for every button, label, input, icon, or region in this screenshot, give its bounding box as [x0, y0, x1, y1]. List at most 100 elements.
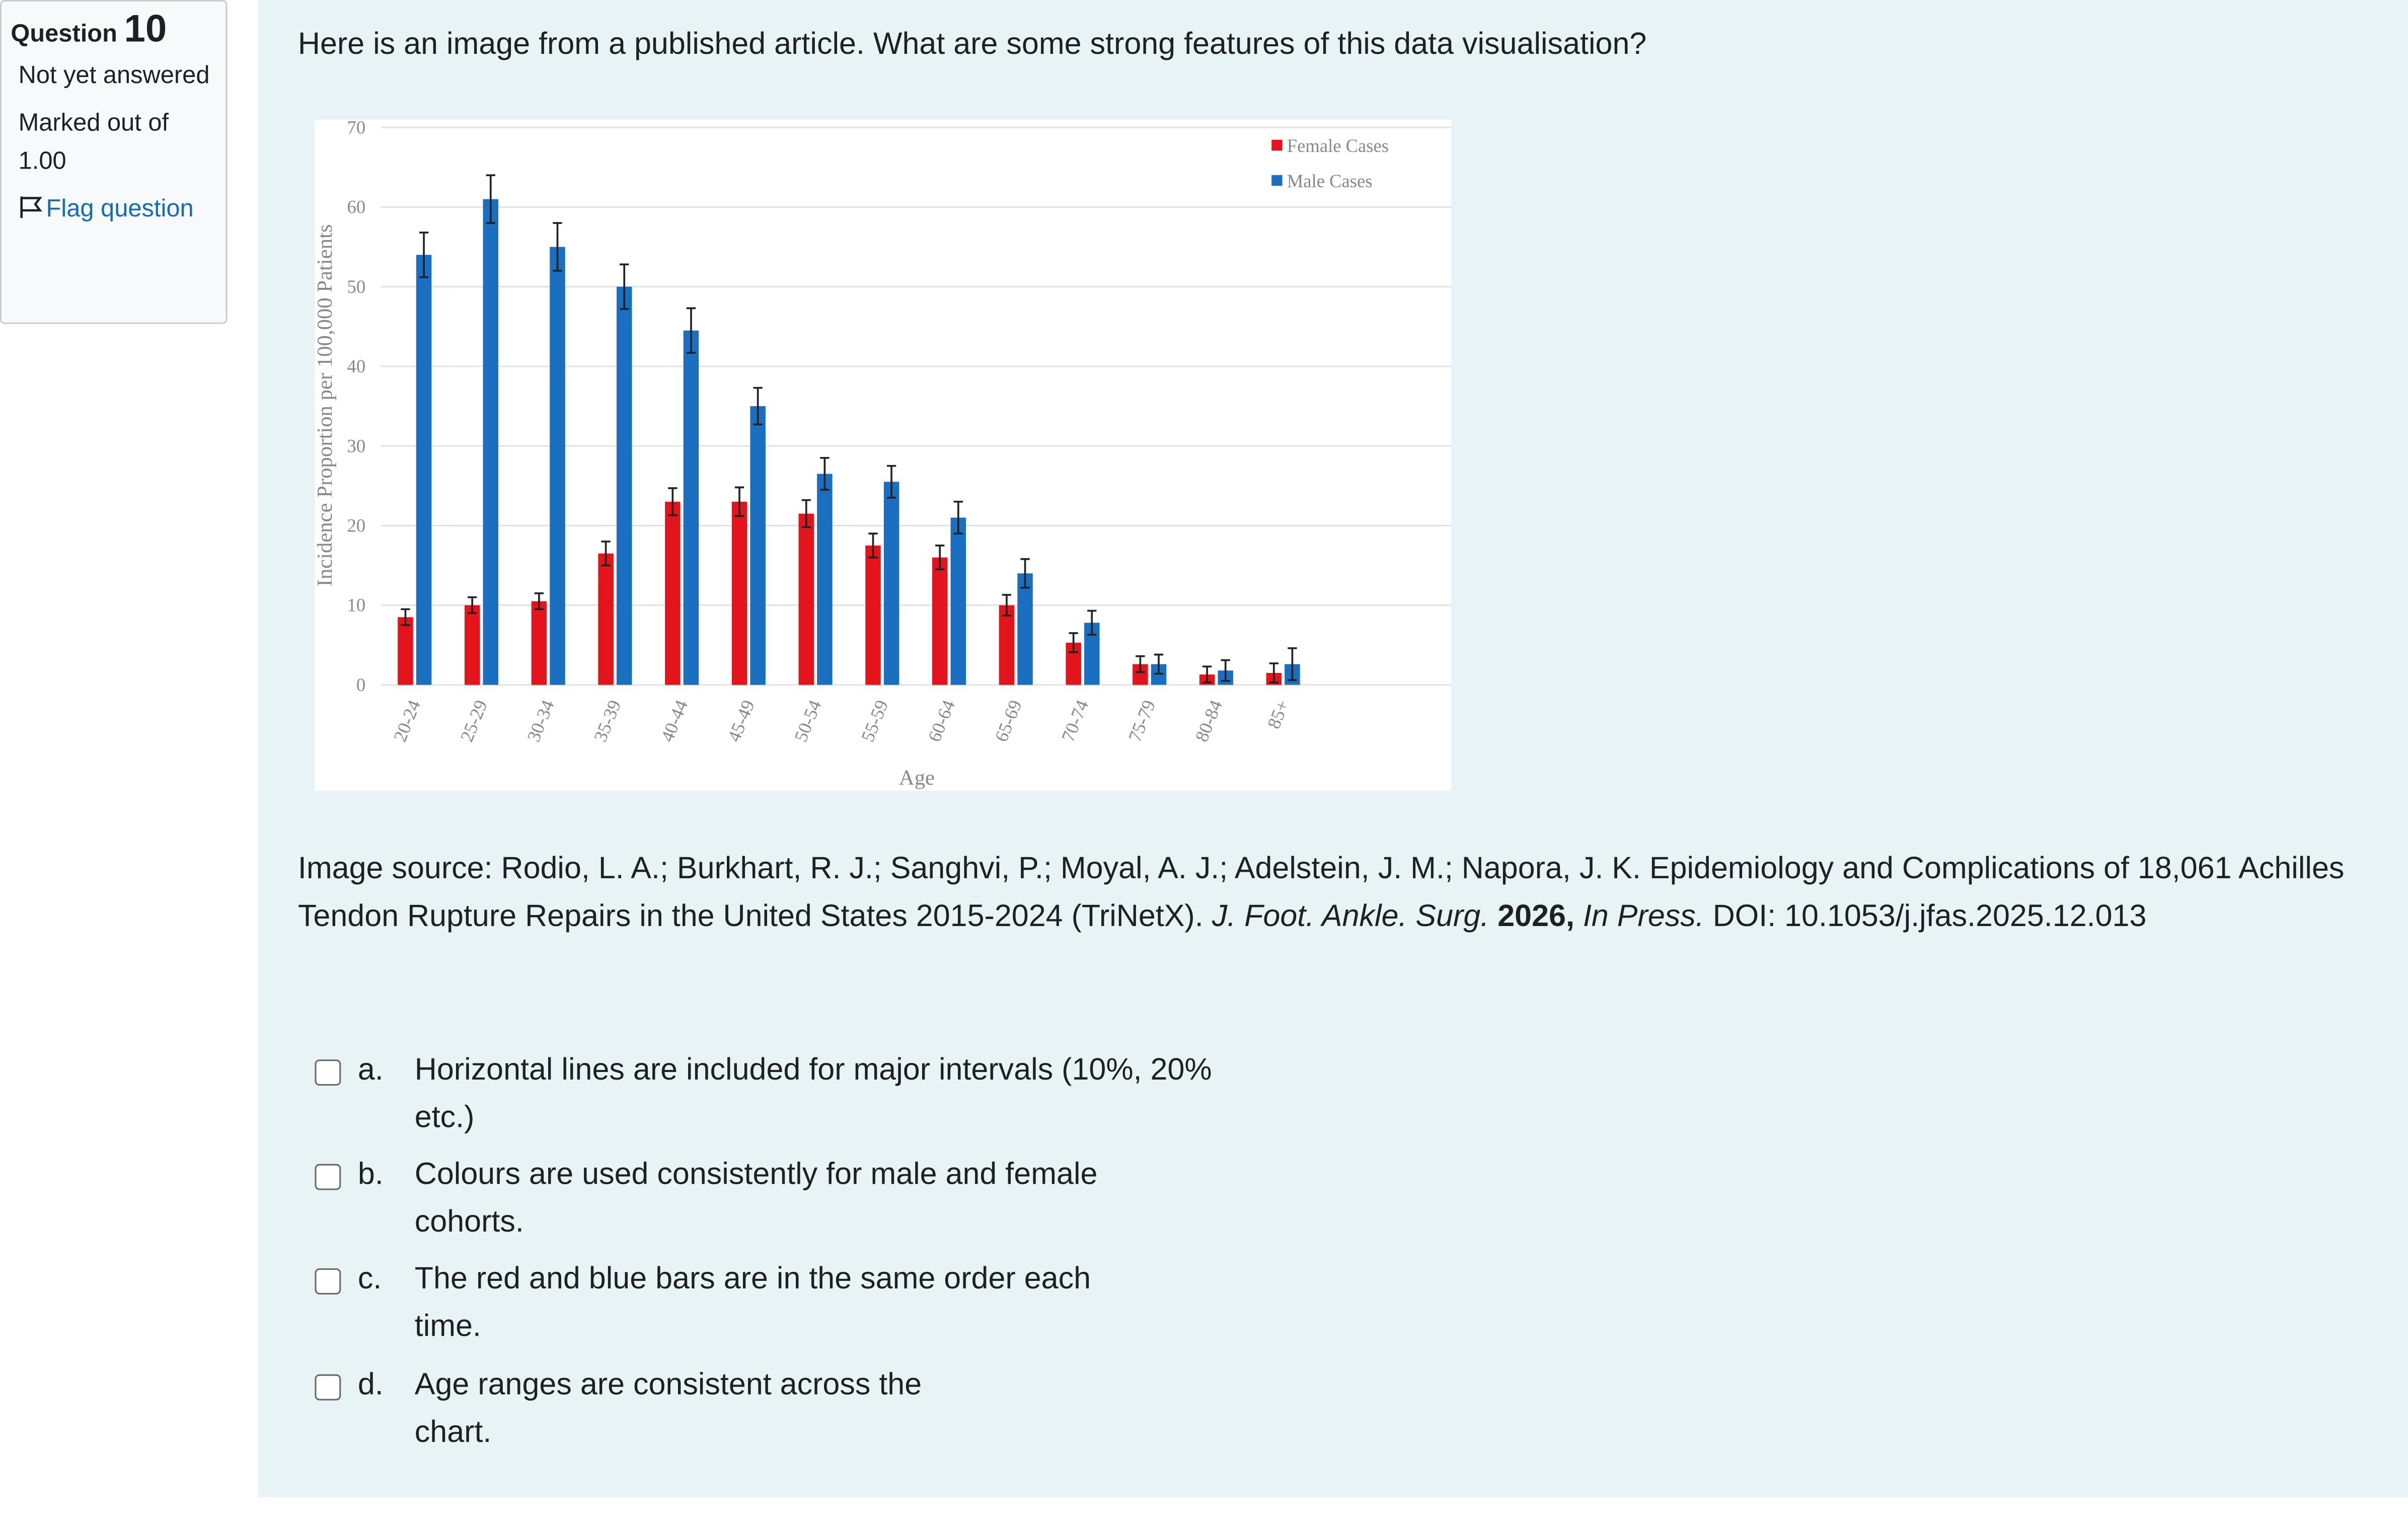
bar [798, 513, 814, 685]
bar [531, 601, 547, 685]
x-tick-label: 20-24 [389, 697, 424, 745]
checkbox[interactable] [315, 1268, 341, 1294]
error-bar [953, 501, 963, 534]
flag-question[interactable]: Flag question [19, 190, 217, 228]
y-tick-label: 10 [347, 595, 366, 616]
bar [865, 545, 881, 685]
option-text: Age ranges are consistent across the cha… [414, 1368, 922, 1450]
y-tick-label: 20 [347, 515, 366, 536]
bar [398, 617, 413, 685]
error-bar [1136, 655, 1145, 673]
error-bar [820, 456, 830, 491]
citation: Image source: Rodio, L. A.; Burkhart, R.… [297, 852, 2345, 934]
legend-label: Male Cases [1287, 171, 1373, 191]
y-tick-label: 70 [347, 120, 366, 137]
error-bar [486, 174, 495, 224]
error-bar [801, 499, 811, 528]
bar [883, 482, 899, 685]
x-tick-label: 30-34 [523, 697, 558, 745]
bar [932, 557, 948, 685]
x-tick-label: 80-84 [1191, 697, 1226, 745]
checkbox[interactable] [315, 1059, 341, 1086]
option-text: The red and blue bars are in the same or… [414, 1262, 1091, 1344]
bar [483, 199, 499, 685]
error-bar [401, 608, 410, 626]
y-tick-label: 0 [356, 674, 365, 695]
error-bar [1221, 659, 1230, 682]
option-text: Colours are used consistently for male a… [414, 1158, 1098, 1240]
question-number: 10 [124, 8, 167, 51]
x-tick-label: 45-49 [723, 697, 759, 745]
y-axis-label: Incidence Proportion per 100,000 Patient… [315, 224, 337, 587]
legend-label: Female Cases [1287, 135, 1389, 156]
error-bar [1154, 653, 1164, 675]
error-bar [419, 232, 429, 278]
bar [464, 605, 480, 685]
flag-text[interactable]: Flag question [46, 196, 194, 223]
bar [817, 474, 833, 685]
checkbox[interactable] [315, 1374, 341, 1401]
x-tick-label: 65-69 [991, 697, 1026, 745]
option-text: Horizontal lines are included for major … [414, 1053, 1212, 1135]
bar [750, 406, 766, 685]
option-letter: d. [357, 1368, 384, 1402]
image-source: Image source: Rodio, L. A.; Burkhart, R.… [298, 846, 2386, 941]
error-bar [534, 592, 544, 610]
error-bar [734, 486, 744, 517]
error-bar [553, 222, 562, 272]
legend-swatch [1271, 139, 1283, 150]
doi: DOI: 10.1053/j.jfas.2025.12.013 [1712, 899, 2147, 934]
bar [683, 330, 699, 685]
bar [731, 501, 747, 685]
error-bar [686, 307, 696, 354]
error-bar [1087, 609, 1097, 636]
error-bar [1288, 647, 1297, 681]
y-tick-label: 50 [347, 276, 366, 297]
error-bar [1002, 594, 1012, 617]
error-bar [468, 596, 477, 615]
bar [598, 553, 614, 685]
error-bar [668, 487, 678, 516]
bar [665, 501, 681, 685]
bar [616, 286, 632, 685]
bar [550, 247, 565, 685]
option-letter: b. [357, 1158, 384, 1192]
question-content: Here is an image from a published articl… [258, 0, 2408, 1497]
x-tick-label: 25-29 [456, 697, 491, 745]
status: Not yet answered [18, 63, 210, 89]
x-tick-label: 50-54 [790, 697, 825, 745]
error-bar [868, 532, 878, 559]
marks: Marked out of 1.00 [18, 110, 169, 175]
y-tick-label: 60 [347, 197, 366, 217]
x-tick-label: 75-79 [1124, 697, 1159, 745]
bar [950, 517, 966, 685]
x-axis-label: Age [899, 766, 935, 790]
question-label: Question [11, 21, 117, 48]
question-heading: Question 10 [11, 8, 216, 53]
error-bar [1269, 662, 1278, 683]
option-letter: a. [357, 1053, 384, 1088]
x-tick-label: 55-59 [857, 697, 892, 745]
question-info: Question 10 Not yet answered Marked out … [0, 0, 228, 324]
bar [1017, 573, 1033, 685]
checkbox[interactable] [315, 1164, 341, 1190]
error-bar [1069, 632, 1078, 653]
flag-icon [20, 196, 42, 218]
x-tick-label: 60-64 [924, 697, 959, 745]
error-bar [620, 263, 629, 310]
y-tick-label: 30 [347, 435, 366, 456]
prompt: Here is an image from a published articl… [297, 27, 1647, 62]
error-bar [753, 387, 763, 426]
y-tick-label: 40 [347, 356, 366, 376]
error-bar [1202, 665, 1212, 683]
press-status: In Press. [1583, 899, 1704, 934]
legend-swatch [1271, 175, 1283, 186]
year: 2026, [1497, 899, 1574, 934]
error-bar [1020, 558, 1030, 589]
x-tick-label: 70-74 [1058, 697, 1093, 745]
journal: J. Foot. Ankle. Surg. [1212, 899, 1489, 934]
x-tick-label: 85+ [1263, 697, 1293, 731]
x-tick-label: 35-39 [590, 697, 625, 745]
chart: 0 10 20 30 40 50 60 70 Incidence Proportion per … [315, 119, 1452, 791]
